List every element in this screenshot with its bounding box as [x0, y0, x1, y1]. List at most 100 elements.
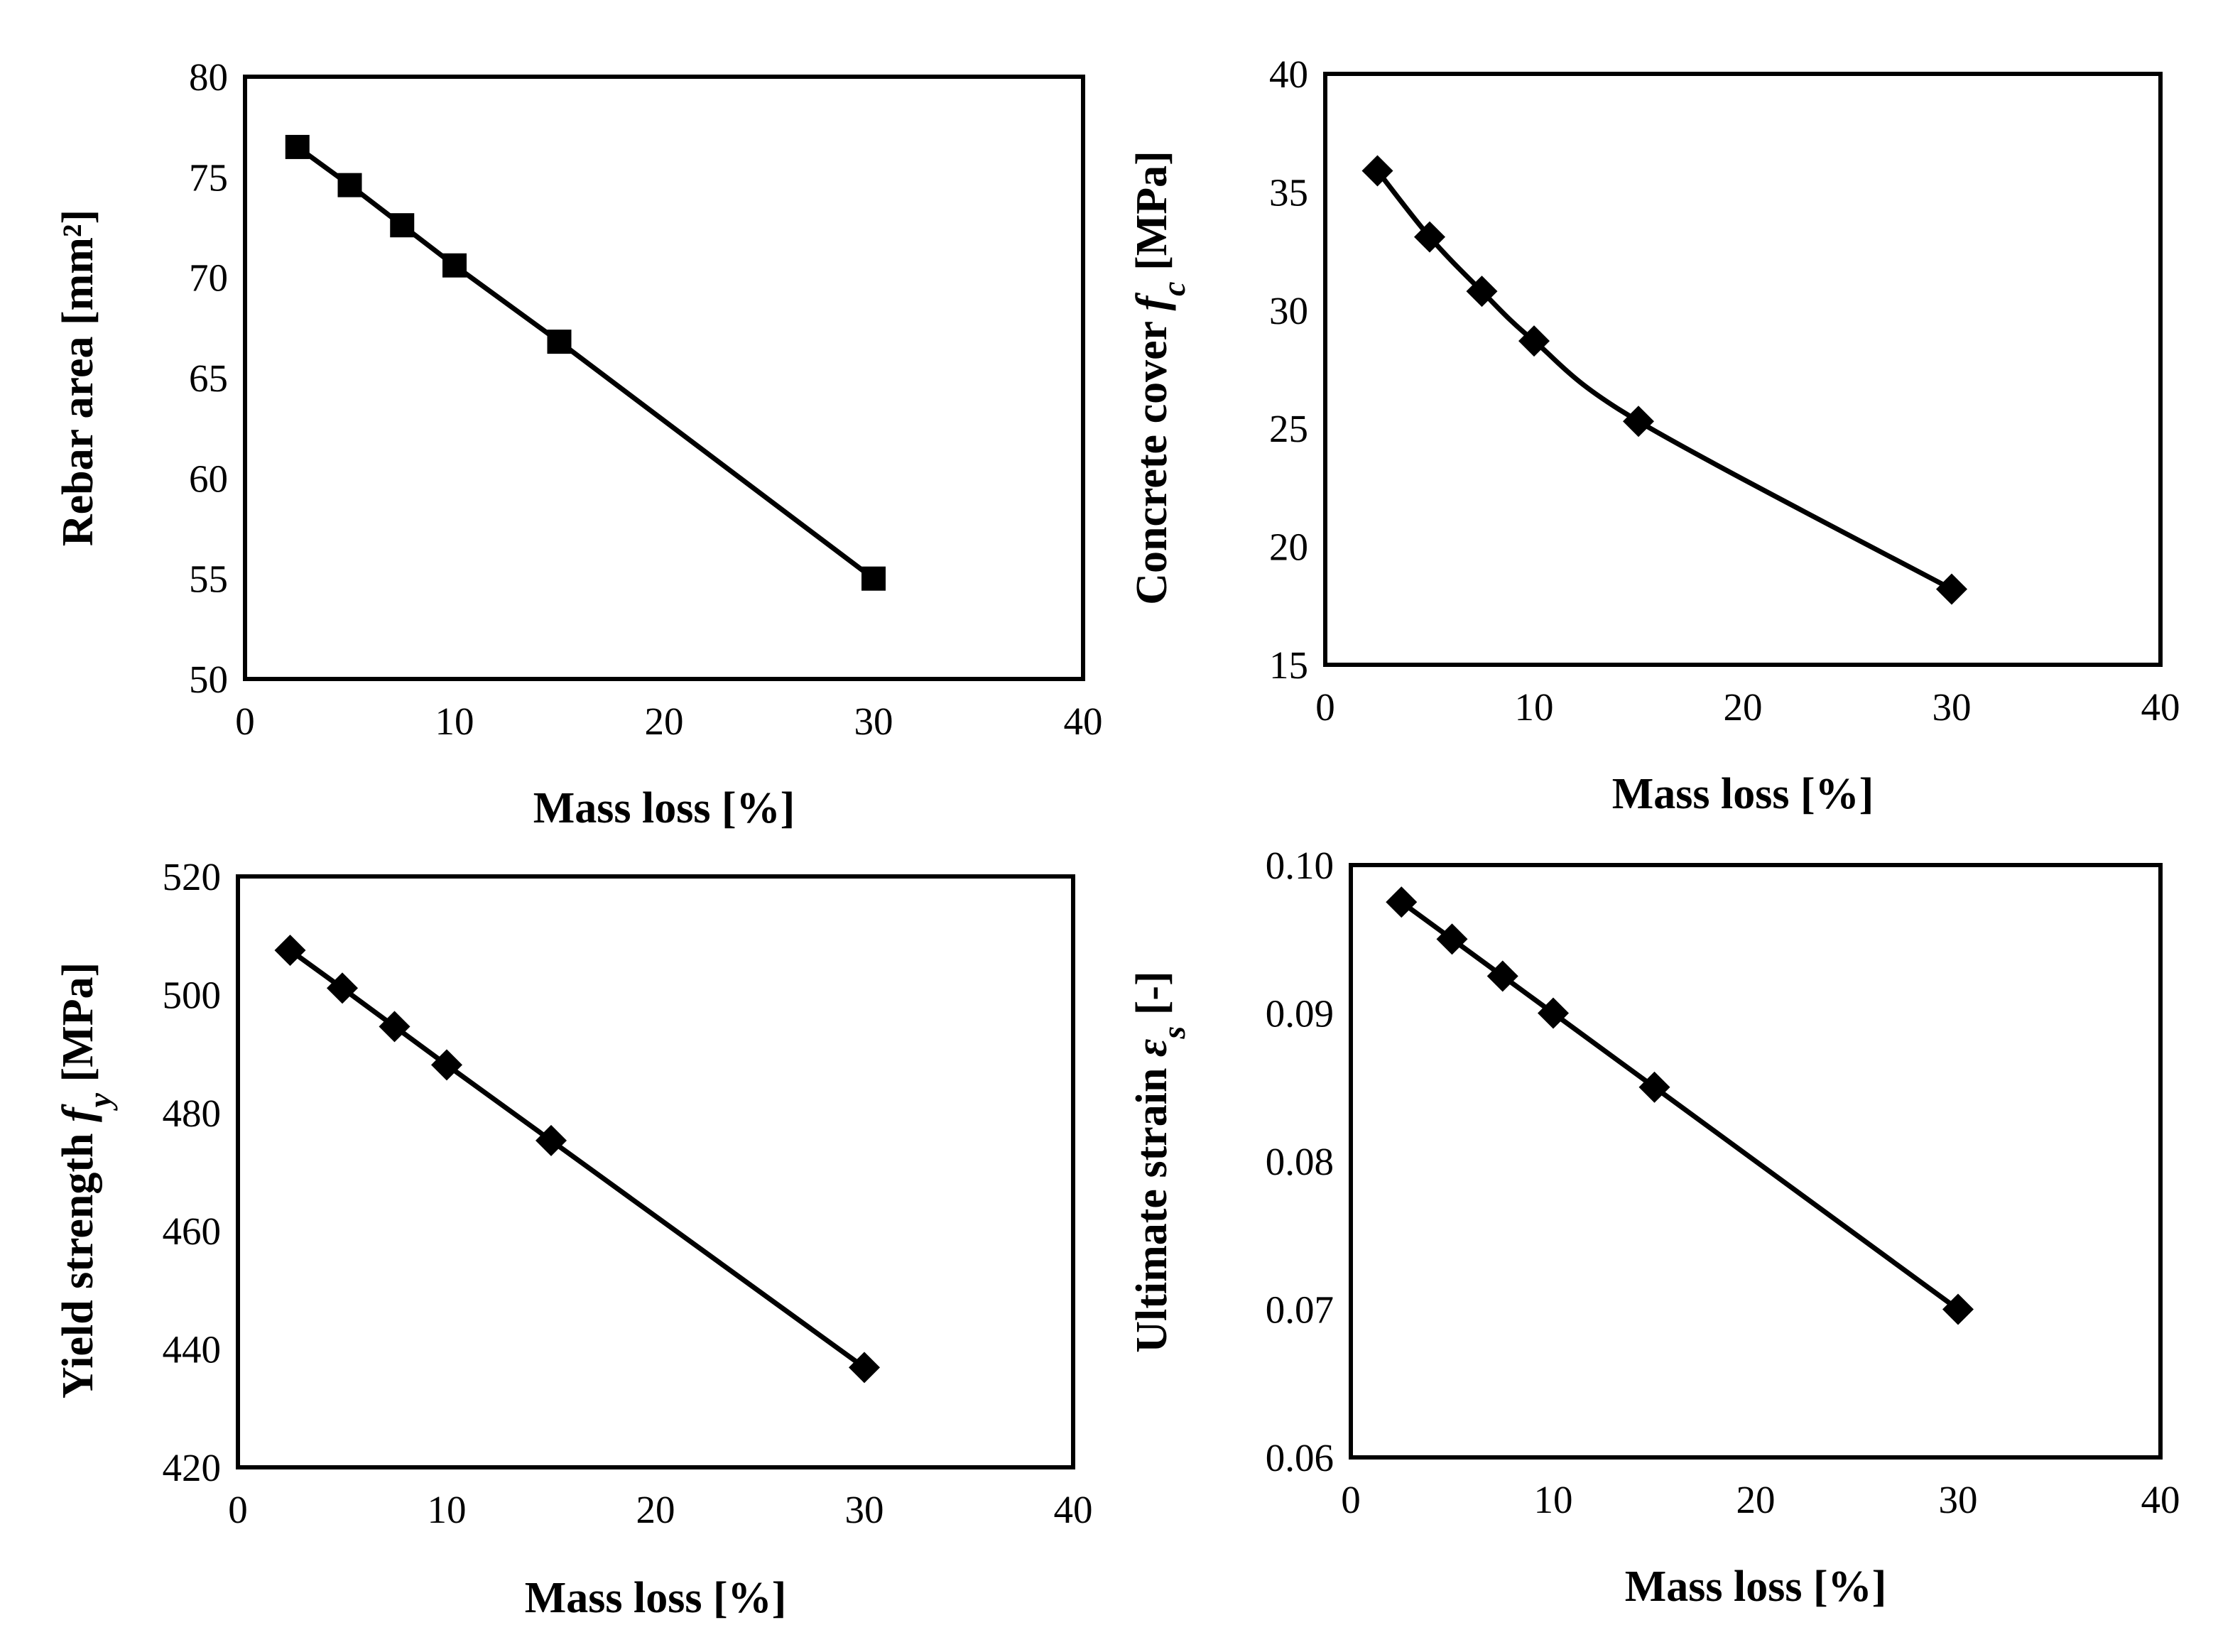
x-axis-label: Mass loss [%] [533, 784, 795, 832]
y-tick-label: 0.10 [1266, 844, 1334, 887]
y-tick-label: 35 [1269, 170, 1308, 214]
y-tick-label: 80 [189, 55, 228, 99]
chart-ultimate-strain: 0 10 20 30 40 0.06 0.07 0.08 0.09 0.10 Mass loss… [1128, 844, 2180, 1611]
y-axis-label-part: ε [1128, 1039, 1176, 1057]
y-axis-label-part: y [82, 1092, 118, 1111]
chart-concrete-cover: 0 10 20 30 40 15 20 25 30 35 40 Mass loss [%] Con… [1128, 53, 2180, 818]
series-line [1398, 899, 1961, 1312]
data-point-marker [1518, 325, 1550, 357]
data-point-marker [849, 1352, 880, 1384]
y-axis-label-part: Yield strength [54, 1122, 102, 1398]
data-markers [1386, 886, 1974, 1325]
x-tick-label: 20 [636, 1488, 675, 1531]
data-point-marker [1436, 923, 1468, 955]
data-point-marker [1386, 886, 1418, 918]
data-point-marker [285, 134, 310, 159]
data-point-marker [337, 173, 362, 197]
y-axis-label-part: s [1156, 1026, 1192, 1040]
y-tick-label: 40 [1269, 53, 1308, 96]
y-tick-label: 500 [163, 973, 222, 1016]
x-tick-label: 30 [854, 700, 893, 743]
y-tick-labels: 0.06 0.07 0.08 0.09 0.10 [1266, 844, 1334, 1479]
y-tick-label: 440 [163, 1328, 222, 1371]
x-axis-label: Mass loss [%] [1625, 1563, 1887, 1611]
y-axis-label-part: [-] [1128, 971, 1176, 1026]
y-tick-labels: 50 55 60 65 70 75 80 [189, 55, 228, 701]
x-tick-labels: 0 10 20 30 40 [1341, 1478, 2180, 1521]
data-point-marker [536, 1124, 567, 1156]
data-point-marker [861, 566, 886, 591]
x-tick-label: 0 [1315, 685, 1335, 729]
data-point-marker [1638, 1071, 1670, 1103]
x-tick-label: 30 [1939, 1478, 1978, 1521]
data-point-marker [547, 330, 572, 354]
plot-area-frame [236, 874, 1075, 1469]
data-point-marker [390, 213, 415, 238]
y-tick-label: 70 [189, 256, 228, 300]
y-tick-label: 480 [163, 1092, 222, 1135]
y-axis-label: Rebar area [mm²] [54, 210, 102, 546]
x-tick-label: 0 [228, 1488, 248, 1531]
y-tick-label: 55 [189, 558, 228, 601]
y-tick-label: 0.06 [1266, 1436, 1334, 1479]
x-tick-label: 40 [2141, 685, 2180, 729]
data-point-marker [1361, 155, 1393, 187]
plot-area-frame [243, 75, 1085, 681]
x-tick-label: 20 [1724, 685, 1763, 729]
x-tick-label: 30 [845, 1488, 884, 1531]
series-line [288, 947, 867, 1370]
y-tick-label: 30 [1269, 289, 1308, 332]
data-point-marker [1623, 406, 1654, 438]
x-tick-label: 40 [1064, 700, 1103, 743]
y-axis-label-part: Ultimate strain [1128, 1057, 1176, 1353]
x-tick-label: 40 [2141, 1478, 2180, 1521]
x-tick-label: 10 [428, 1488, 467, 1531]
x-tick-label: 10 [435, 700, 474, 743]
y-axis-label-part: Concrete cover [1128, 310, 1176, 604]
series-line [1375, 168, 1955, 592]
y-axis-label-part: [MPa] [54, 962, 102, 1093]
y-tick-label: 420 [163, 1446, 222, 1489]
y-tick-label: 60 [189, 457, 228, 500]
y-axis-label-part: [MPa] [1128, 151, 1176, 281]
x-tick-label: 10 [1534, 1478, 1573, 1521]
data-point-marker [1414, 221, 1445, 253]
y-tick-labels: 15 20 25 30 35 40 [1269, 53, 1308, 687]
y-axis-label: Yield strength fy [MPa] [54, 962, 118, 1399]
series-line [295, 144, 876, 582]
data-point-marker [1466, 276, 1498, 308]
data-point-marker [1942, 1293, 1974, 1325]
y-tick-label: 0.09 [1266, 992, 1334, 1036]
data-markers [285, 134, 886, 591]
data-point-marker [327, 972, 358, 1004]
chart-yield-strength: 0 10 20 30 40 420 440 460 480 500 520 Mass loss [… [54, 855, 1093, 1622]
y-tick-label: 0.08 [1266, 1140, 1334, 1183]
x-tick-label: 0 [235, 700, 255, 743]
plot-area-frame [1349, 863, 2163, 1460]
data-point-marker [1486, 960, 1518, 992]
x-tick-labels: 0 10 20 30 40 [1315, 685, 2180, 729]
x-tick-label: 40 [1054, 1488, 1093, 1531]
y-axis-label: Concrete cover fc [MPa] [1128, 151, 1192, 605]
data-point-marker [442, 253, 467, 278]
chart-rebar-area: 0 10 20 30 40 50 55 60 65 70 75 80 Mass loss [%] R… [54, 55, 1103, 832]
x-tick-label: 20 [1736, 1478, 1776, 1521]
y-axis-label-part: Rebar area [mm²] [54, 210, 102, 546]
y-tick-label: 75 [189, 156, 228, 199]
y-tick-label: 460 [163, 1210, 222, 1253]
x-tick-label: 0 [1341, 1478, 1361, 1521]
y-tick-label: 0.07 [1266, 1288, 1334, 1332]
x-tick-label: 20 [645, 700, 684, 743]
x-tick-label: 10 [1515, 685, 1554, 729]
x-tick-label: 30 [1932, 685, 1972, 729]
y-axis-label-part: c [1156, 281, 1192, 295]
y-tick-labels: 420 440 460 480 500 520 [163, 855, 222, 1489]
y-tick-label: 25 [1269, 407, 1308, 450]
x-tick-labels: 0 10 20 30 40 [235, 700, 1102, 743]
x-tick-labels: 0 10 20 30 40 [228, 1488, 1092, 1531]
y-tick-label: 50 [189, 658, 228, 701]
data-point-marker [1538, 997, 1569, 1029]
data-point-marker [379, 1011, 411, 1043]
data-point-marker [274, 935, 306, 966]
